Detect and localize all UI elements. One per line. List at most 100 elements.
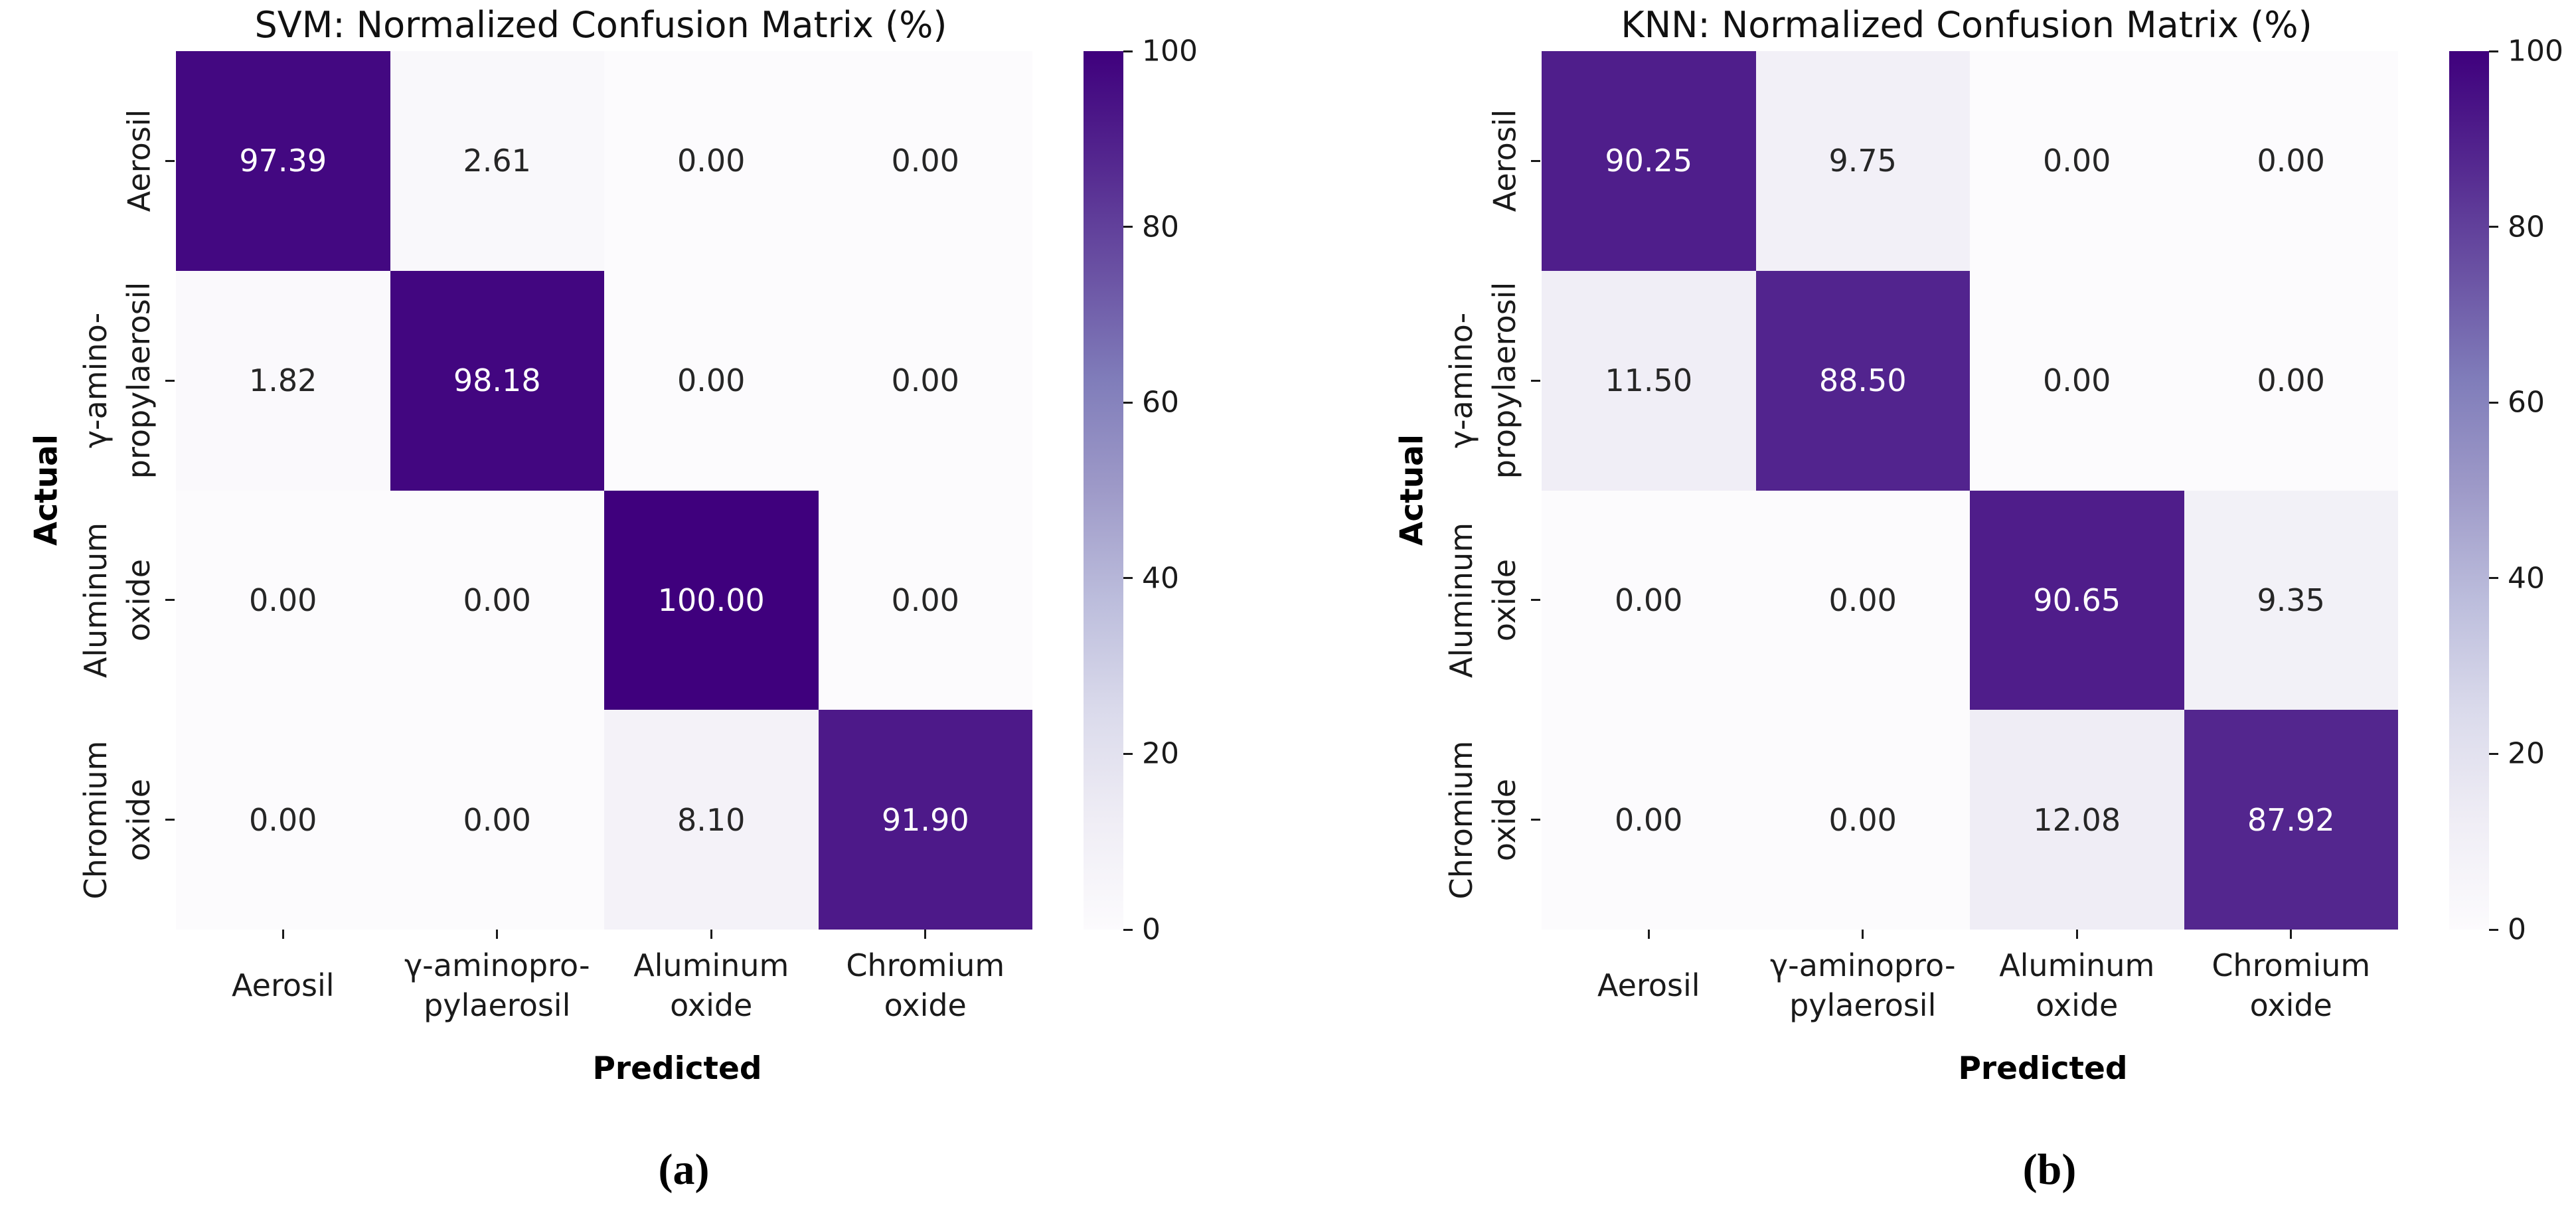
matrix-cell: 98.18 xyxy=(390,270,604,491)
colorbar-tick-label: 20 xyxy=(1142,736,1179,771)
x-tick-mark xyxy=(1862,930,1864,939)
panel-svm-confusion-matrix: SVM: Normalized Confusion Matrix (%) Act… xyxy=(28,4,1198,1194)
matrix-cell: 0.00 xyxy=(1970,270,2184,491)
colorbar-tick-label: 0 xyxy=(2508,912,2526,947)
y-axis-label: Actual xyxy=(28,434,65,546)
y-tick-mark xyxy=(1531,819,1540,821)
colorbar-tick-label: 100 xyxy=(1142,34,1198,68)
colorbar-tick-label: 40 xyxy=(1142,561,1179,596)
matrix-cell: 0.00 xyxy=(818,51,1032,271)
colorbar-tick-label: 0 xyxy=(1142,912,1161,947)
colorbar-tick-label: 40 xyxy=(2508,561,2545,596)
matrix-cell: 0.00 xyxy=(1755,490,1970,710)
matrix-cell: 0.00 xyxy=(1542,710,1756,930)
matrix-cell: 0.00 xyxy=(604,270,819,491)
subfigure-caption-b: (b) xyxy=(2022,1145,2077,1194)
colorbar-tick-mark xyxy=(1123,928,1133,931)
matrix-cell: 12.08 xyxy=(1970,710,2184,930)
x-tick-label: Chromium oxide xyxy=(2212,947,2371,1023)
matrix-cell: 87.92 xyxy=(2184,710,2398,930)
colorbar-gradient xyxy=(2449,51,2489,930)
y-tick-mark xyxy=(165,599,175,602)
colorbar-tick-label: 80 xyxy=(1142,210,1179,244)
y-tick-mark xyxy=(165,819,175,821)
matrix-cell: 0.00 xyxy=(390,490,604,710)
matrix-cell: 97.39 xyxy=(176,51,390,271)
x-tick-mark xyxy=(924,930,927,939)
colorbar-tick-mark xyxy=(2489,752,2498,755)
matrix-cell: 9.75 xyxy=(1755,51,1970,271)
colorbar-tick-label: 20 xyxy=(2508,736,2545,771)
y-tick-mark xyxy=(165,159,175,162)
chart-title: SVM: Normalized Confusion Matrix (%) xyxy=(254,4,947,46)
matrix-cell: 0.00 xyxy=(818,270,1032,491)
matrix-cell: 2.61 xyxy=(390,51,604,271)
x-tick-label: Aerosil xyxy=(231,967,335,1003)
x-tick-label: γ-aminopro-pylaerosil xyxy=(404,947,590,1023)
matrix-cell: 0.00 xyxy=(1970,51,2184,271)
y-tick-label-text: Chromium oxide xyxy=(78,740,157,900)
x-tick-label: Chromium oxide xyxy=(846,947,1005,1023)
colorbar-gradient xyxy=(1084,51,1123,930)
x-tick-mark xyxy=(1647,930,1650,939)
colorbar-tick-mark xyxy=(1123,226,1133,228)
y-tick-mark xyxy=(165,379,175,382)
colorbar-tick-mark xyxy=(1123,752,1133,755)
colorbar-tick-label: 60 xyxy=(2508,385,2545,420)
y-tick-mark xyxy=(1531,159,1540,162)
colorbar: 100 80 60 40 20 0 xyxy=(2449,35,2563,947)
matrix-cell: 1.82 xyxy=(176,270,390,491)
matrix-cell: 90.25 xyxy=(1542,51,1756,271)
x-tick-mark xyxy=(282,930,284,939)
confusion-matrix-heatmap: 97.39 2.61 0.00 0.00 1.82 98.18 0.00 0.00 0.00 0.… xyxy=(176,51,1032,930)
x-tick-label: Aluminum oxide xyxy=(633,947,789,1023)
y-tick-label-text: Aerosil xyxy=(1487,110,1522,212)
colorbar-tick-mark xyxy=(2489,401,2498,404)
colorbar-tick-mark xyxy=(1123,50,1133,52)
x-tick-mark xyxy=(2290,930,2293,939)
matrix-cell: 0.00 xyxy=(176,490,390,710)
y-tick-label-text: γ-amino-propylaerosil xyxy=(78,282,157,479)
colorbar-tick-label: 60 xyxy=(1142,385,1179,420)
y-tick-mark xyxy=(1531,379,1540,382)
matrix-cell: 0.00 xyxy=(2184,270,2398,491)
y-tick-label-text: Chromium oxide xyxy=(1443,740,1522,900)
x-tick-label: γ-aminopro-pylaerosil xyxy=(1769,947,1956,1023)
confusion-matrix-heatmap: 90.25 9.75 0.00 0.00 11.50 88.50 0.00 0.00 0.00 0… xyxy=(1542,51,2398,930)
y-tick-label-text: γ-amino-propylaerosil xyxy=(1443,282,1522,479)
colorbar-tick-mark xyxy=(2489,577,2498,580)
colorbar-tick-mark xyxy=(1123,401,1133,404)
colorbar-tick-label: 80 xyxy=(2508,210,2545,244)
chart-title: KNN: Normalized Confusion Matrix (%) xyxy=(1621,4,2312,46)
matrix-cell: 0.00 xyxy=(2184,51,2398,271)
x-tick-mark xyxy=(496,930,499,939)
matrix-cell: 88.50 xyxy=(1755,270,1970,491)
matrix-cell: 100.00 xyxy=(604,490,819,710)
x-tick-label: Aluminum oxide xyxy=(1999,947,2155,1023)
matrix-cell: 8.10 xyxy=(604,710,819,930)
matrix-cell: 9.35 xyxy=(2184,490,2398,710)
matrix-cell: 91.90 xyxy=(818,710,1032,930)
matrix-cell: 0.00 xyxy=(1755,710,1970,930)
y-axis-label: Actual xyxy=(1394,434,1431,546)
y-tick-label-text: Aluminum oxide xyxy=(1443,522,1522,678)
matrix-cell: 0.00 xyxy=(1542,490,1756,710)
subfigure-caption-a: (a) xyxy=(658,1145,710,1194)
colorbar-tick-mark xyxy=(1123,577,1133,580)
colorbar-tick-mark xyxy=(2489,50,2498,52)
y-tick-label-text: Aerosil xyxy=(121,110,157,212)
panel-knn-confusion-matrix: KNN: Normalized Confusion Matrix (%) Act… xyxy=(1288,0,2576,1227)
matrix-cell: 0.00 xyxy=(604,51,819,271)
colorbar-tick-mark xyxy=(2489,226,2498,228)
matrix-cell: 0.00 xyxy=(818,490,1032,710)
x-axis-label: Predicted xyxy=(592,1050,762,1087)
matrix-cell: 0.00 xyxy=(176,710,390,930)
x-tick-mark xyxy=(2075,930,2078,939)
matrix-cell: 90.65 xyxy=(1970,490,2184,710)
x-axis-label: Predicted xyxy=(1958,1050,2128,1087)
colorbar-tick-label: 100 xyxy=(2508,34,2563,68)
matrix-cell: 11.50 xyxy=(1542,270,1756,491)
colorbar-tick-mark xyxy=(2489,928,2498,931)
x-tick-label: Aerosil xyxy=(1597,967,1700,1003)
